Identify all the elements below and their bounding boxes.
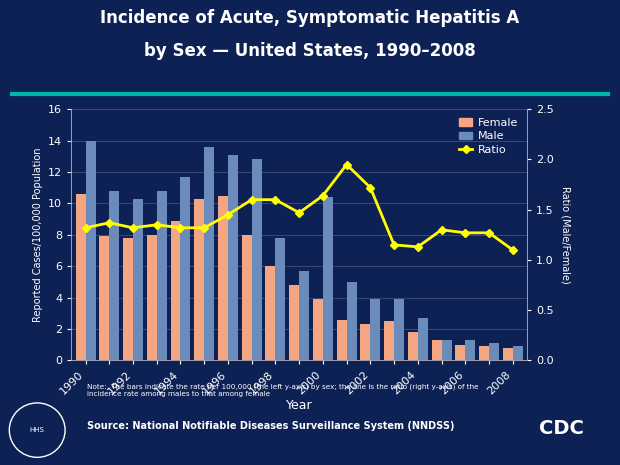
Bar (99, 236, 109, 360)
Bar (479, 346, 489, 360)
X-axis label: Year: Year (286, 399, 312, 412)
Bar (384, 321, 394, 360)
Bar (76, 194, 86, 360)
Bar (252, 159, 262, 360)
Bar (347, 282, 356, 360)
Bar (299, 271, 309, 360)
Bar (204, 147, 214, 360)
Bar (180, 177, 190, 360)
Bar (86, 141, 95, 360)
Bar (157, 191, 167, 360)
Bar (418, 318, 428, 360)
Bar (194, 199, 204, 360)
Bar (147, 235, 157, 360)
Text: Incidence of Acute, Symptomatic Hepatitis A: Incidence of Acute, Symptomatic Hepatiti… (100, 9, 520, 27)
Bar (228, 155, 238, 360)
Legend: Female, Male, Ratio: Female, Male, Ratio (456, 115, 521, 158)
Bar (370, 299, 380, 360)
Bar (289, 285, 299, 360)
Bar (109, 191, 119, 360)
Bar (408, 332, 418, 360)
Bar (313, 299, 323, 360)
Text: CDC: CDC (539, 419, 583, 438)
Bar (503, 348, 513, 360)
Bar (432, 340, 441, 360)
Bar (323, 197, 333, 360)
Text: Note:  The bars indicate the rate per 100,000 (the left y-axis) by sex; the line: Note: The bars indicate the rate per 100… (87, 384, 479, 397)
Bar (489, 343, 499, 360)
Y-axis label: Reported Cases/100,000 Population: Reported Cases/100,000 Population (33, 147, 43, 322)
Bar (394, 299, 404, 360)
Bar (133, 199, 143, 360)
Bar (242, 235, 252, 360)
Bar (265, 266, 275, 360)
Bar (441, 340, 451, 360)
Text: by Sex — United States, 1990–2008: by Sex — United States, 1990–2008 (144, 42, 476, 60)
Y-axis label: Ratio (Male/Female): Ratio (Male/Female) (560, 186, 570, 284)
Text: Source: National Notifiable Diseases Surveillance System (NNDSS): Source: National Notifiable Diseases Sur… (87, 421, 454, 431)
Bar (513, 346, 523, 360)
Bar (123, 238, 133, 360)
Bar (455, 345, 465, 360)
Bar (465, 340, 476, 360)
Bar (170, 221, 180, 360)
Bar (275, 238, 285, 360)
Text: HHS: HHS (30, 427, 45, 433)
Bar (337, 319, 347, 360)
Bar (360, 324, 370, 360)
Bar (218, 196, 228, 360)
